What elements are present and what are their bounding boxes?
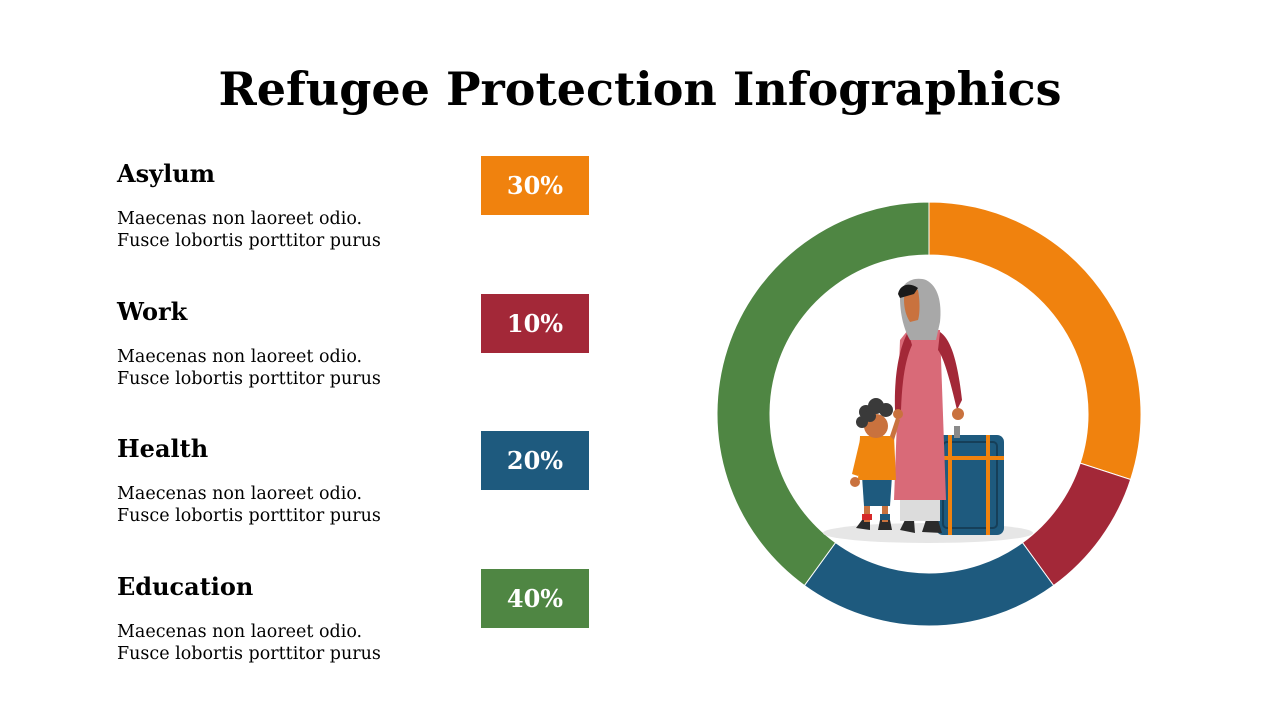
item-description-line: Maecenas non laoreet odio. xyxy=(117,484,363,504)
item-description-line: Maecenas non laoreet odio. xyxy=(117,347,363,367)
woman-figure xyxy=(893,278,964,533)
suitcase-icon xyxy=(936,426,1004,535)
percent-badge: 10% xyxy=(481,294,589,353)
child-figure xyxy=(850,398,900,530)
item-asylum: Asylum Maecenas non laoreet odio. Fusce … xyxy=(117,156,597,278)
item-education: Education Maecenas non laoreet odio. Fus… xyxy=(117,569,597,691)
item-heading: Work xyxy=(117,297,188,326)
item-description: Maecenas non laoreet odio. Fusce loborti… xyxy=(117,208,381,252)
percent-badge: 40% xyxy=(481,569,589,628)
refugee-family-illustration xyxy=(823,278,1033,543)
item-description-line: Fusce lobortis porttitor purus xyxy=(117,506,381,526)
item-health: Health Maecenas non laoreet odio. Fusce … xyxy=(117,431,597,553)
item-description-line: Maecenas non laoreet odio. xyxy=(117,622,363,642)
percent-badge: 20% xyxy=(481,431,589,490)
item-work: Work Maecenas non laoreet odio. Fusce lo… xyxy=(117,294,597,416)
donut-segments xyxy=(716,201,1142,627)
item-description-line: Fusce lobortis porttitor purus xyxy=(117,369,381,389)
donut-segment-health xyxy=(803,541,1055,627)
item-description-line: Fusce lobortis porttitor purus xyxy=(117,644,381,664)
item-description: Maecenas non laoreet odio. Fusce loborti… xyxy=(117,346,381,390)
page-title: Refugee Protection Infographics xyxy=(218,62,1062,116)
item-heading: Health xyxy=(117,434,209,463)
item-description: Maecenas non laoreet odio. Fusce loborti… xyxy=(117,621,381,665)
item-heading: Education xyxy=(117,572,254,601)
donut-chart-svg xyxy=(716,201,1142,627)
item-heading: Asylum xyxy=(117,159,216,188)
percent-badge: 30% xyxy=(481,156,589,215)
donut-chart xyxy=(700,190,1160,640)
item-description-line: Maecenas non laoreet odio. xyxy=(117,209,363,229)
item-description: Maecenas non laoreet odio. Fusce loborti… xyxy=(117,483,381,527)
item-description-line: Fusce lobortis porttitor purus xyxy=(117,231,381,251)
donut-segment-education xyxy=(716,201,930,587)
